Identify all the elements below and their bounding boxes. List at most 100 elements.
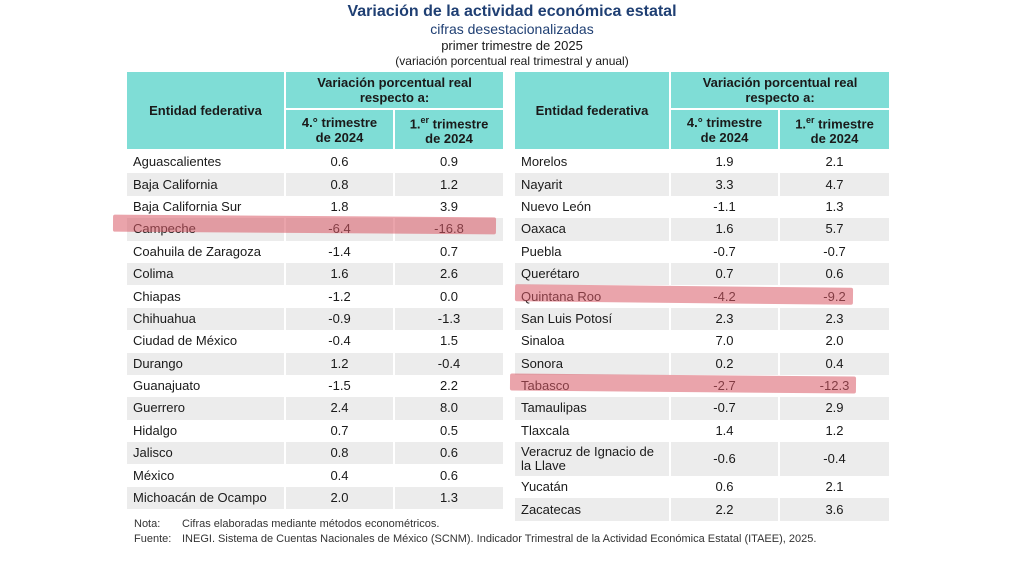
q4-value-cell: 1.9 [669, 150, 779, 174]
footer-source: Fuente: INEGI. Sistema de Cuentas Naciona… [134, 532, 816, 547]
table-row: Sonora 0.2 0.4 [515, 352, 889, 375]
q4-value-cell: 1.6 [669, 218, 779, 241]
q1-value-cell: 2.0 [778, 330, 889, 353]
col-q4-header-line1: 4.° trimestre [301, 114, 378, 130]
q4-value-cell: -1.2 [284, 285, 394, 308]
table-row: Baja California 0.8 1.2 [127, 173, 503, 196]
col-q1-header-line2: de 2024 [425, 131, 473, 147]
q1-value-cell: 3.9 [393, 195, 503, 219]
q4-value-cell: 0.6 [669, 476, 779, 499]
left-table: Entidad federativa Variación porcentual … [127, 72, 503, 510]
col-q1-header-sup: er [420, 114, 430, 125]
entity-cell: Hidalgo [127, 419, 285, 443]
highlight-marker-tabasco [509, 373, 857, 394]
col-q4-header-line1: 4.° trimestre [686, 114, 763, 130]
q4-value-cell: 2.0 [284, 486, 394, 510]
q1-value-cell: 0.6 [393, 464, 503, 487]
q1-value-cell: -1.3 [393, 307, 503, 331]
right-table-body: Morelos 1.9 2.1 Nayarit 3.3 4.7 Nuevo León -1.1… [515, 150, 889, 521]
q1-value-cell: -0.7 [778, 240, 889, 263]
col-q1-header-line2: de 2024 [810, 131, 859, 147]
table-row: Puebla -0.7 -0.7 [515, 240, 889, 263]
q1-value-cell: 2.3 [778, 307, 889, 331]
q1-value-cell: 4.7 [778, 173, 889, 196]
left-table-body: Aguascalientes 0.6 0.9 Baja California 0.8 1.… [127, 150, 503, 510]
col-q1-header-sup: er [806, 114, 815, 125]
q4-value-cell: 2.4 [284, 397, 394, 420]
q1-value-cell: 1.2 [778, 419, 889, 443]
col-q4-header-line2: de 2024 [700, 129, 749, 145]
table-row: Zacatecas 2.2 3.6 [515, 498, 889, 521]
entity-cell: Morelos [515, 150, 670, 174]
entity-cell: Jalisco [127, 442, 285, 465]
entity-cell: Ciudad de México [127, 330, 285, 353]
source-text: INEGI. Sistema de Cuentas Nacionales de … [182, 533, 817, 545]
entity-cell: Tlaxcala [515, 419, 670, 443]
q1-value-cell: 5.7 [778, 218, 889, 241]
q1-value-cell: 2.1 [778, 476, 889, 499]
q1-value-cell: 3.6 [778, 498, 889, 521]
report-header: Variación de la actividad económica esta… [0, 2, 1024, 68]
footer: Nota: Cifras elaboradas mediante métodos … [134, 517, 816, 547]
entity-cell: Coahuila de Zaragoza [127, 240, 285, 263]
table-row: México 0.4 0.6 [127, 464, 503, 487]
col-q1-header: 1.er trimestre de 2024 [393, 109, 503, 151]
variation-group-header: Variación porcentual real respecto a: [284, 72, 503, 110]
q4-value-cell: 2.3 [669, 307, 779, 331]
q1-value-cell: 0.9 [393, 150, 503, 174]
q1-value-cell: 1.3 [393, 486, 503, 510]
q1-value-cell: 0.4 [778, 352, 889, 375]
q1-value-cell: -0.4 [393, 352, 503, 375]
q1-value-cell: 2.9 [778, 397, 889, 420]
table-row: Aguascalientes 0.6 0.9 [127, 150, 503, 174]
source-label: Fuente: [134, 533, 172, 545]
q4-value-cell: 7.0 [669, 330, 779, 353]
q4-value-cell: 2.2 [669, 498, 779, 521]
table-row: Jalisco 0.8 0.6 [127, 442, 503, 465]
q1-value-cell: 0.6 [393, 442, 503, 465]
entity-header: Entidad federativa [127, 72, 285, 151]
q4-value-cell: 1.8 [284, 195, 394, 219]
highlight-marker-campeche [112, 214, 497, 235]
q1-value-cell: 0.0 [393, 285, 503, 308]
table-row: Yucatán 0.6 2.1 [515, 476, 889, 499]
table-row: Querétaro 0.7 0.6 [515, 262, 889, 286]
table-row: Tlaxcala 1.4 1.2 [515, 419, 889, 443]
q4-value-cell: 0.7 [669, 262, 779, 286]
col-q1-header: 1.er trimestre de 2024 [778, 109, 889, 151]
col-q1-header-pre: 1. [795, 116, 807, 132]
entity-cell: Zacatecas [515, 498, 670, 521]
entity-cell: Baja California [127, 173, 285, 196]
entity-cell: Guanajuato [127, 374, 285, 398]
q4-value-cell: 1.6 [284, 262, 394, 286]
table-row: Coahuila de Zaragoza -1.4 0.7 [127, 240, 503, 263]
q4-value-cell: 0.8 [284, 442, 394, 465]
report-title: Variación de la actividad económica esta… [347, 3, 677, 20]
table-row: Nuevo León -1.1 1.3 [515, 195, 889, 219]
q1-value-cell: 1.5 [393, 330, 503, 353]
entity-cell: Chiapas [127, 285, 285, 308]
entity-header: Entidad federativa [515, 72, 670, 151]
q4-value-cell: -1.5 [284, 374, 394, 398]
q1-value-cell: 0.5 [393, 419, 503, 443]
entity-cell: Nayarit [515, 173, 670, 196]
entity-cell: Durango [127, 352, 285, 375]
entity-cell: Sonora [515, 352, 670, 375]
table-row: Guanajuato -1.5 2.2 [127, 374, 503, 398]
table-row: Oaxaca 1.6 5.7 [515, 218, 889, 241]
col-q1-header-post: trimestre [429, 116, 489, 132]
right-table: Entidad federativa Variación porcentual … [515, 72, 889, 521]
entity-cell: Oaxaca [515, 218, 670, 241]
variation-group-header: Variación porcentual real respecto a: [669, 72, 889, 110]
entity-cell: Veracruz de Ignacio de la Llave [515, 442, 670, 477]
table-row: Morelos 1.9 2.1 [515, 150, 889, 174]
q4-value-cell: 1.2 [284, 352, 394, 375]
entity-cell: Querétaro [515, 262, 670, 286]
col-q1-header-post: trimestre [814, 116, 874, 132]
table-row: Baja California Sur 1.8 3.9 [127, 195, 503, 219]
q4-value-cell: -0.4 [284, 330, 394, 353]
entity-cell: Aguascalientes [127, 150, 285, 174]
entity-cell: México [127, 464, 285, 487]
table-row: Tamaulipas -0.7 2.9 [515, 397, 889, 420]
entity-cell: Chihuahua [127, 307, 285, 331]
